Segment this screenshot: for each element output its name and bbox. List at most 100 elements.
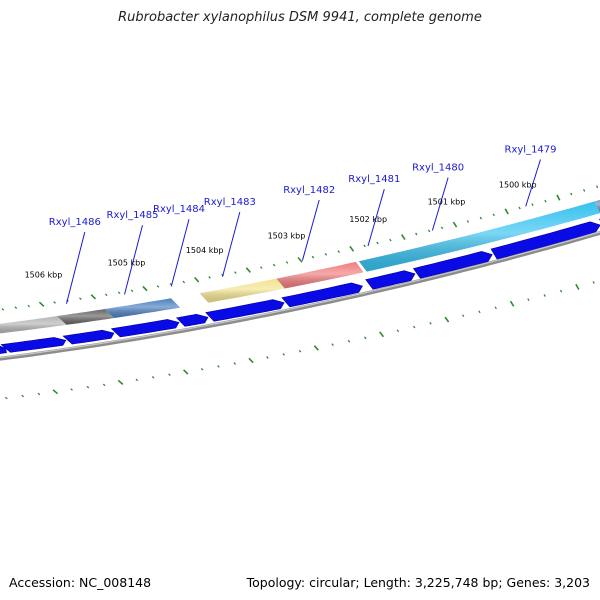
tick-mark bbox=[412, 325, 416, 329]
gene-label: Rxyl_1479 bbox=[505, 145, 557, 156]
cog-segment-shade bbox=[276, 261, 364, 289]
tick-mark bbox=[363, 336, 367, 340]
tick-mark bbox=[208, 276, 211, 279]
cds-arrow bbox=[62, 329, 115, 345]
tick-mark bbox=[234, 271, 237, 274]
tick-mark bbox=[592, 281, 595, 284]
tick-mark bbox=[233, 362, 237, 365]
tick-mark bbox=[559, 289, 563, 293]
tick-mark bbox=[461, 314, 465, 318]
tick-mark bbox=[142, 285, 148, 292]
tick-mark bbox=[285, 261, 289, 264]
tick-mark bbox=[556, 194, 561, 201]
tick-mark bbox=[479, 216, 483, 220]
tick-mark bbox=[466, 220, 470, 223]
tick-mark bbox=[266, 356, 269, 359]
tick-mark bbox=[156, 285, 160, 288]
tick-mark bbox=[245, 267, 251, 273]
tick-mark bbox=[478, 310, 481, 314]
gene-leader-line bbox=[525, 159, 541, 207]
tick-mark bbox=[104, 293, 108, 297]
tick-mark bbox=[575, 283, 580, 290]
gene-leader-lines bbox=[66, 159, 541, 304]
cog-segment-shade bbox=[199, 278, 285, 303]
tick-mark bbox=[544, 199, 547, 203]
tick-mark bbox=[38, 301, 45, 307]
tick-mark bbox=[389, 238, 392, 242]
tick-mark bbox=[183, 369, 189, 375]
tick-mark bbox=[347, 339, 351, 343]
gene-label: Rxyl_1481 bbox=[348, 174, 400, 185]
tick-mark bbox=[583, 189, 586, 192]
tick-mark bbox=[297, 256, 303, 263]
tick-mark bbox=[282, 353, 285, 356]
tick-mark bbox=[396, 329, 400, 333]
tick-mark bbox=[543, 294, 546, 297]
gene-leader-line bbox=[367, 189, 385, 247]
tick-mark bbox=[298, 349, 302, 353]
gene-leader-line bbox=[301, 199, 320, 261]
cds-arrow bbox=[0, 337, 67, 353]
tick-mark bbox=[429, 322, 432, 325]
tick-mark bbox=[313, 345, 319, 351]
tick-mark bbox=[102, 383, 106, 387]
tick-mark bbox=[37, 392, 41, 396]
tick-mark bbox=[217, 365, 220, 368]
inner-tick-ring bbox=[4, 281, 595, 400]
kbp-label: 1504 kbp bbox=[186, 246, 224, 255]
tick-mark bbox=[135, 378, 139, 382]
tick-mark bbox=[272, 263, 276, 267]
backbone-highlight bbox=[0, 231, 600, 359]
tick-mark bbox=[52, 389, 59, 395]
gene-leader-line bbox=[124, 225, 143, 295]
tick-mark bbox=[504, 208, 509, 215]
tick-mark bbox=[194, 276, 200, 283]
tick-mark bbox=[440, 226, 444, 230]
gene-labels: Rxyl_1479 Rxyl_1480 Rxyl_1481 Rxyl_1482 Rxyl… bbox=[49, 145, 557, 229]
cds-arrow bbox=[0, 345, 7, 354]
tick-mark bbox=[527, 298, 530, 302]
tick-mark bbox=[492, 213, 495, 217]
tick-mark bbox=[4, 396, 8, 400]
cog-segment-shade bbox=[358, 201, 600, 272]
cds-arrow bbox=[413, 251, 493, 279]
kbp-label: 1505 kbp bbox=[108, 259, 146, 268]
cds-arrow bbox=[365, 270, 416, 290]
cog-segment-shade bbox=[594, 199, 600, 213]
tick-mark bbox=[400, 234, 406, 240]
tick-mark bbox=[415, 232, 418, 236]
tick-mark bbox=[518, 206, 521, 210]
tick-mark bbox=[509, 300, 515, 307]
tick-mark bbox=[570, 192, 573, 196]
kbp-label: 1501 kbp bbox=[428, 198, 466, 207]
tick-mark bbox=[130, 289, 134, 293]
cds-arrow bbox=[110, 319, 180, 338]
tick-mark bbox=[27, 304, 31, 308]
tick-mark bbox=[14, 306, 18, 309]
tick-mark bbox=[168, 373, 171, 376]
tick-mark bbox=[337, 250, 341, 253]
gene-leader-line bbox=[170, 219, 190, 287]
gene-label: Rxyl_1485 bbox=[107, 210, 159, 221]
cog-segment-shade bbox=[57, 309, 115, 325]
cds-arrow bbox=[281, 282, 363, 308]
tick-mark bbox=[311, 255, 315, 259]
tick-mark bbox=[79, 297, 82, 300]
gene-label: Rxyl_1484 bbox=[153, 204, 205, 215]
tick-mark bbox=[596, 185, 599, 189]
kbp-labels: 1500 kbp 1501 kbp 1502 kbp 1503 kbp 1504 kbp… bbox=[25, 181, 537, 280]
kbp-label: 1503 kbp bbox=[268, 231, 306, 240]
tick-mark bbox=[260, 266, 263, 269]
tick-mark bbox=[324, 252, 328, 256]
map-title: Rubrobacter xylanophilus DSM 9941, compl… bbox=[118, 10, 482, 25]
tick-mark bbox=[494, 306, 497, 310]
cds-arrow bbox=[205, 299, 285, 322]
cds-arrow bbox=[175, 313, 209, 327]
backbone-line bbox=[0, 230, 600, 361]
tick-mark bbox=[86, 385, 90, 389]
tick-mark bbox=[21, 394, 25, 398]
cog-feature-track bbox=[0, 199, 600, 334]
tick-mark bbox=[248, 357, 254, 364]
